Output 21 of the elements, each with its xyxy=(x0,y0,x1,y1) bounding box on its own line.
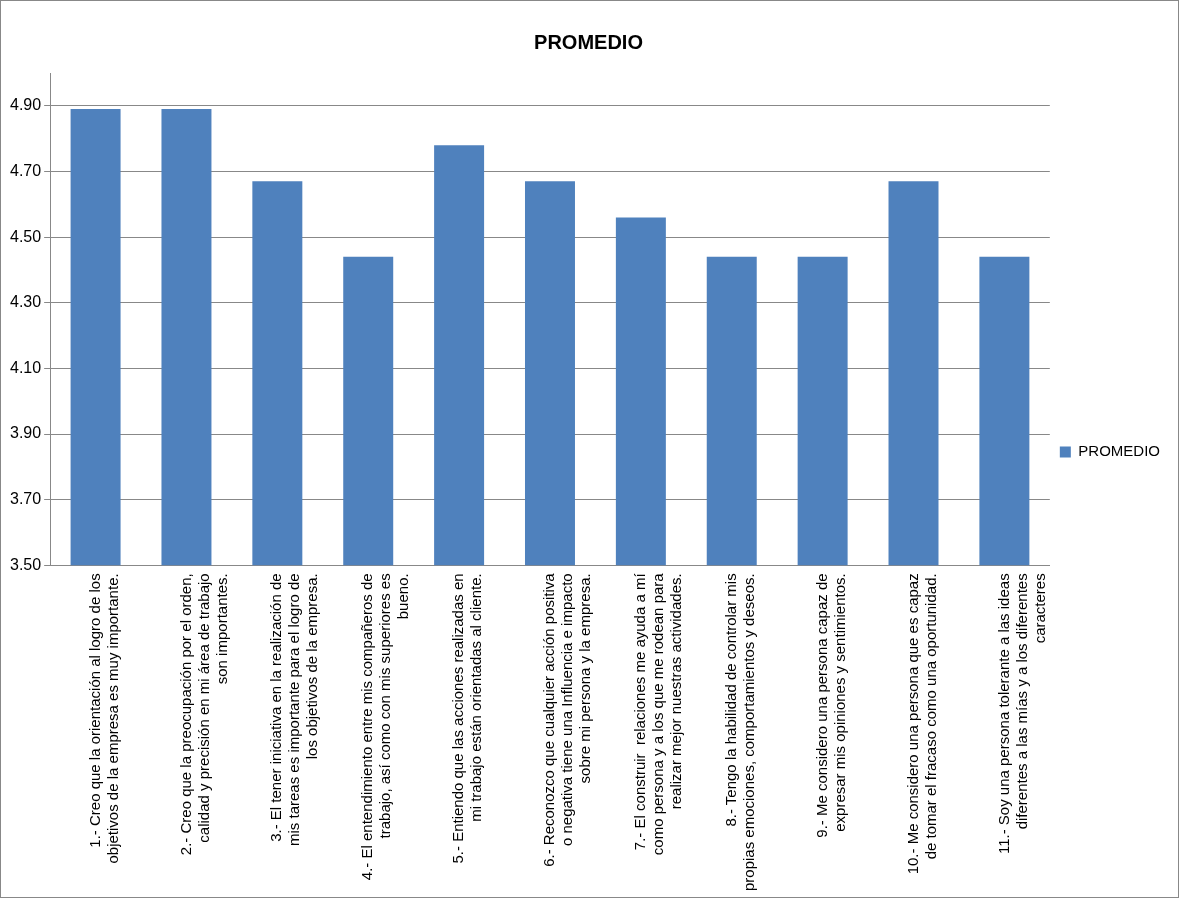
x-tick-label: 3.- El tener iniciativa en la realización de mis tareas es importante para el logro de los objetivos de la empresa. xyxy=(267,573,321,846)
x-tick-label: 11.- Soy una persona tolerante a las ideas diferentes a las mías y a los diferentes caracteres xyxy=(994,573,1048,855)
y-tick-label: 3.70 xyxy=(10,490,42,508)
legend-label: PROMEDIO xyxy=(1078,442,1161,460)
x-tick-label: 9.- Me considero una persona capaz de expresar mis opiniones y sentimientos. xyxy=(812,573,848,838)
x-tick-label: 4.- El entendimiento entre mis compañeros de trabajo, así como con mis superiores es bueno. xyxy=(358,573,412,881)
y-tick-label: 4.90 xyxy=(10,96,42,114)
y-tick-label: 3.50 xyxy=(10,555,42,573)
x-tick-label: 8.- Tengo la habilidad de controlar mis propias emociones, comportamientos y deseos. xyxy=(721,573,757,892)
x-tick-label: 7.- El construir relaciones me ayuda a mí como persona y a los que me rodean para realizar mejor nuestras actividades. xyxy=(631,572,685,856)
y-tick-label: 4.50 xyxy=(10,227,42,245)
y-tick-label: 4.10 xyxy=(10,358,42,376)
x-tick-label: 5.- Entiendo que las acciones realizadas en mi trabajo están orientadas al cliente. xyxy=(449,573,485,864)
x-tick-label: 1.- Creo que la orientación al logro de los objetivos de la empresa es muy importante. xyxy=(85,573,121,864)
y-tick-label: 4.30 xyxy=(10,293,42,311)
y-tick-label: 4.70 xyxy=(10,161,42,179)
y-tick-label: 3.90 xyxy=(10,424,42,442)
x-tick-label: 6.- Reconozco que cualquier acción positiva o negativa tiene una Influencia e impacto sobre mi persona y la empresa. xyxy=(540,572,594,867)
x-tick-label: 2.- Creo que la preocupación por el orden, calidad y precisión en mi área de trabajo son importantes. xyxy=(176,573,230,856)
x-tick-label: 10.- Me considero una persona que es capaz de tomar el fracaso como una oportunidad. xyxy=(903,573,939,875)
chart-title: PROMEDIO xyxy=(534,30,643,53)
